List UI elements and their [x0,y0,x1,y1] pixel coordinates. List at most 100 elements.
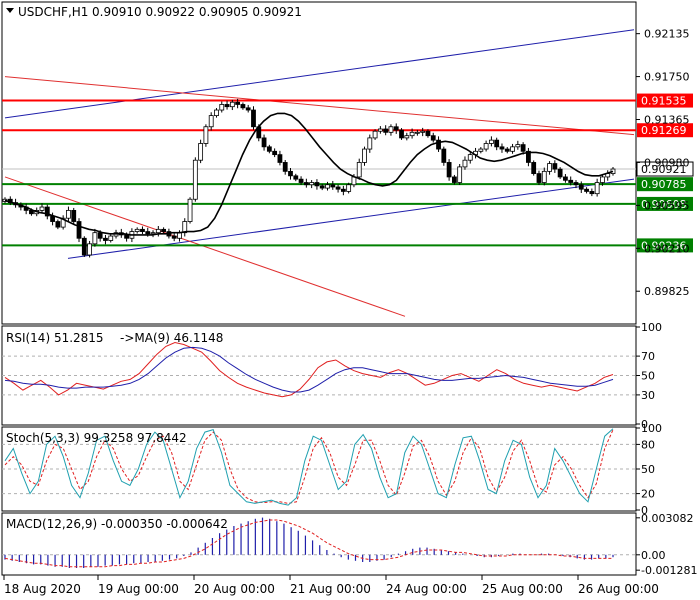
macd-title: MACD(12,26,9) -0.000350 -0.000642 [6,517,228,531]
candle-body [547,163,552,172]
candle-body [293,175,299,180]
level-price-label-1: 0.91269 [641,124,687,137]
candle-body [103,237,108,241]
indicator-axis-label: 50 [641,370,655,383]
price-axis-label-6: 0.89825 [644,285,690,298]
candle-body [335,186,341,190]
candle-body [319,185,325,189]
candle-body [192,159,198,200]
candle-body [425,130,431,137]
candle-body [208,115,214,128]
rsi-ma-label: ->MA(9) 46.1148 [120,331,223,345]
candle-body [314,182,320,187]
candle-body [388,126,394,133]
main-price-panel[interactable] [1,1,637,325]
time-axis-label-5: 25 Aug 00:00 [482,582,563,596]
indicator-axis-label: 100 [641,321,662,334]
moving-average-line [4,112,614,236]
candle-body [504,148,510,152]
candle-body [235,101,241,105]
candle-body [340,188,346,192]
candle-body [346,184,352,192]
indicator-axis-label: 50 [641,463,655,476]
candle-body [161,228,167,232]
level-price-label-4: 0.90236 [641,239,687,252]
candle-body [594,182,600,195]
candle-body [39,206,45,211]
candle-body [187,198,193,222]
candle-body [240,104,246,109]
candle-body [309,182,315,186]
candle-body [462,159,468,168]
candle-body [303,182,309,186]
indicator-axis-label: 20 [641,488,655,501]
candle-body [229,101,235,108]
candle-body [372,130,378,139]
candle-body [488,139,494,144]
candle-body [60,217,66,228]
candle-body [177,232,182,239]
level-price-label-3: 0.90608 [641,198,687,211]
trendline-3[interactable] [4,176,406,317]
trendline-2[interactable] [4,76,635,136]
candle-body [245,107,251,111]
candle-body [510,146,515,152]
candle-body [81,237,87,256]
candle-body [589,191,595,195]
candle-body [367,137,373,150]
candle-body [377,128,383,132]
candle-body [409,131,415,137]
level-price-label-0: 0.91535 [641,95,687,108]
candle-body [219,104,225,111]
candle-body [467,154,473,161]
indicator-axis-label: -0.001281 [641,564,697,577]
level-price-label-2: 0.90785 [641,178,687,191]
price-axis-label-5: 0.90210 [644,242,690,255]
candle-body [383,128,389,133]
candle-body [150,232,156,235]
candle-body [66,209,71,219]
candle-body [87,243,92,256]
candle-body [584,188,589,192]
indicator-axis-label: 0 [641,504,648,517]
candle-body [71,209,77,222]
candle-body [145,231,151,235]
time-axis-label-4: 24 Aug 00:00 [386,582,467,596]
indicator-axis-label: 0.00 [641,549,666,562]
level-price-tag-4 [637,238,693,253]
candle-body [478,148,484,152]
candle-body [557,168,563,178]
current-price-label: 0.90921 [641,163,687,176]
candle-body [203,126,209,144]
trendline-0[interactable] [4,29,635,119]
candle-body [536,173,542,183]
time-axis-label-0: 18 Aug 2020 [4,582,81,596]
candle-body [541,170,547,183]
candle-body [526,150,531,163]
ohlc-label: 0.90910 0.90922 0.90905 0.90921 [92,5,302,19]
current-price-tag [636,161,694,177]
candle-body [494,139,500,148]
candle-body [552,163,558,170]
price-axis-label-0: 0.92135 [644,28,690,41]
macd-panel[interactable] [1,512,637,576]
level-price-tag-1 [637,123,693,138]
rsi-line [4,341,614,398]
candle-body [55,221,61,228]
candle-body [457,166,463,183]
candle-body [531,162,537,174]
candle-body [134,228,140,232]
time-axis-label-2: 20 Aug 00:00 [194,582,275,596]
chart-header: USDCHF,H1 0.90910 0.90922 0.90905 0.9092… [6,5,302,19]
candle-body [436,139,441,150]
candle-body [76,221,82,239]
candle-body [282,162,288,172]
candle-body [446,162,452,178]
symbol-triangle-icon [6,8,14,13]
candle-body [573,182,579,186]
symbol-label: USDCHF,H1 [18,5,88,19]
candle-body [420,130,426,133]
level-price-tag-3 [637,196,693,211]
stoch-main-line [4,428,614,506]
